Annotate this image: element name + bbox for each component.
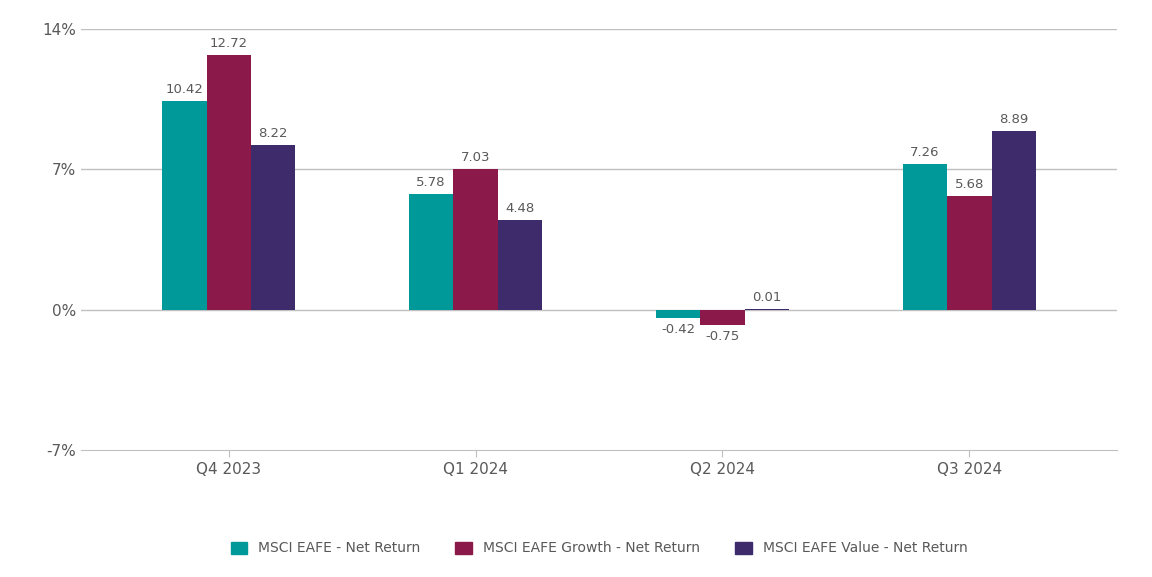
Bar [206,54,251,310]
Text: -0.75: -0.75 [705,329,740,343]
Text: 5.68: 5.68 [955,178,984,191]
Bar [498,220,543,310]
Text: 12.72: 12.72 [210,36,248,50]
Text: 8.22: 8.22 [258,127,288,140]
Bar [992,132,1036,310]
Legend: MSCI EAFE - Net Return, MSCI EAFE Growth - Net Return, MSCI EAFE Value - Net Ret: MSCI EAFE - Net Return, MSCI EAFE Growth… [225,536,973,561]
Bar [409,194,454,310]
Bar [251,145,295,310]
Text: 4.48: 4.48 [506,202,535,215]
Bar [947,196,992,310]
Text: 10.42: 10.42 [166,83,203,96]
Text: 7.03: 7.03 [461,151,491,164]
Text: 7.26: 7.26 [910,146,940,159]
Bar [162,100,206,310]
Text: 8.89: 8.89 [999,113,1029,126]
Text: -0.42: -0.42 [661,323,695,336]
Text: 5.78: 5.78 [416,176,446,189]
Bar [700,310,744,325]
Bar [903,164,947,310]
Bar [655,310,700,318]
Bar [454,168,498,310]
Text: 0.01: 0.01 [752,291,781,305]
